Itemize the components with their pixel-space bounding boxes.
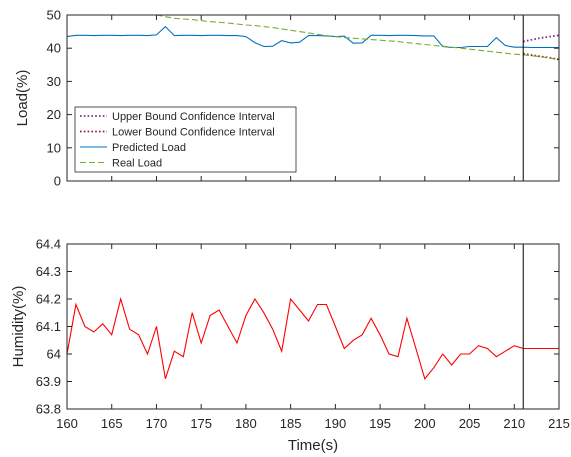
y-tick-label: 64.4 <box>36 237 61 252</box>
x-tick-label: 185 <box>280 416 302 431</box>
humidity-panel: 160 165 170 175 180 185 190 195 200 205 210 215 63.8… <box>10 237 570 455</box>
x-tick-label: 190 <box>325 416 347 431</box>
y-tick-label: 64.2 <box>36 292 61 307</box>
x-tick-label: 215 <box>548 416 570 431</box>
load-plot-area <box>67 15 559 181</box>
y-tick-label: 50 <box>47 8 61 23</box>
load-axes-box <box>66 14 560 182</box>
load-ylabel: Load(%) <box>14 70 31 127</box>
y-tick-label: 30 <box>47 74 61 89</box>
legend-box <box>74 106 297 173</box>
series-line-real-load <box>153 15 559 61</box>
series-line-humidity <box>67 296 559 380</box>
y-tick-label: 63.9 <box>36 374 61 389</box>
x-tick-label: 165 <box>101 416 123 431</box>
humidity-plot-area <box>67 244 559 409</box>
y-tick-label: 64.1 <box>36 319 61 334</box>
x-tick-label: 210 <box>503 416 525 431</box>
series-line-predicted-load <box>67 25 559 49</box>
legend-entry: Lower Bound Confidence Interval <box>112 127 275 139</box>
y-tick-label: 64.3 <box>36 264 61 279</box>
x-tick-label: 170 <box>146 416 168 431</box>
legend-entry: Real Load <box>112 158 162 170</box>
humidity-ylabel: Humidity(%) <box>10 286 27 368</box>
y-tick-label: 0 <box>54 174 61 189</box>
legend-entry: Upper Bound Confidence Interval <box>112 111 275 123</box>
x-tick-label: 160 <box>56 416 78 431</box>
humidity-xlabel: Time(s) <box>288 437 338 454</box>
y-tick-label: 20 <box>47 107 61 122</box>
legend-entry: Predicted Load <box>112 142 186 154</box>
x-tick-label: 180 <box>235 416 257 431</box>
y-tick-label: 40 <box>47 41 61 56</box>
load-ticks: 0 10 20 30 40 50 <box>47 8 560 189</box>
humidity-ticks: 160 165 170 175 180 185 190 195 200 205 210 215 63.8… <box>36 237 570 432</box>
x-tick-label: 205 <box>459 416 481 431</box>
load-legend[interactable]: Upper Bound Confidence Interval Lower Bou… <box>74 106 297 173</box>
y-tick-label: 64 <box>47 347 61 362</box>
x-tick-label: 175 <box>190 416 212 431</box>
x-tick-label: 200 <box>414 416 436 431</box>
y-tick-label: 63.8 <box>36 402 61 417</box>
y-tick-label: 10 <box>47 140 61 155</box>
x-tick-label: 195 <box>369 416 391 431</box>
